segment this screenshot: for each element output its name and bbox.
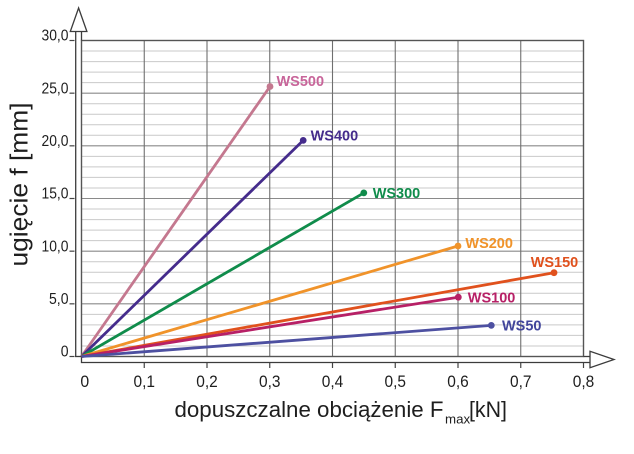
svg-text:max: max xyxy=(445,412,470,427)
svg-text:0,6: 0,6 xyxy=(447,373,469,391)
svg-text:20,0: 20,0 xyxy=(42,133,69,150)
svg-text:25,0: 25,0 xyxy=(42,80,69,97)
svg-text:0: 0 xyxy=(80,373,89,391)
svg-text:15,0: 15,0 xyxy=(42,186,69,203)
svg-text:[kN]: [kN] xyxy=(469,397,507,422)
svg-text:0,3: 0,3 xyxy=(259,373,281,391)
svg-text:WS400: WS400 xyxy=(311,128,359,144)
svg-text:WS50: WS50 xyxy=(502,319,542,335)
svg-text:WS150: WS150 xyxy=(531,255,579,271)
svg-text:0,2: 0,2 xyxy=(196,373,218,391)
svg-text:dopuszczalne obciążenie F: dopuszczalne obciążenie F xyxy=(175,397,444,422)
svg-text:0,4: 0,4 xyxy=(322,373,344,391)
svg-text:WS200: WS200 xyxy=(465,236,513,252)
svg-text:WS500: WS500 xyxy=(277,74,325,90)
svg-text:WS300: WS300 xyxy=(373,186,421,202)
svg-text:0,8: 0,8 xyxy=(573,373,595,391)
svg-text:ugięcie f [mm]: ugięcie f [mm] xyxy=(6,103,34,267)
svg-text:5,0: 5,0 xyxy=(49,291,69,308)
svg-text:0,5: 0,5 xyxy=(385,373,407,391)
svg-text:10,0: 10,0 xyxy=(42,238,69,255)
svg-text:0,7: 0,7 xyxy=(510,373,532,391)
svg-text:0,1: 0,1 xyxy=(134,373,156,391)
svg-text:0: 0 xyxy=(61,344,69,361)
svg-text:30,0: 30,0 xyxy=(42,28,69,45)
svg-text:WS100: WS100 xyxy=(468,291,516,307)
